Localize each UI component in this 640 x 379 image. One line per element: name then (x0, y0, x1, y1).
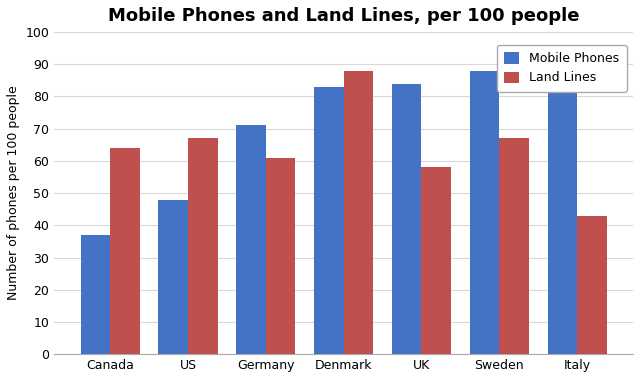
Y-axis label: Number of phones per 100 people: Number of phones per 100 people (7, 86, 20, 301)
Bar (499, 138, 529, 354)
Bar (188, 138, 218, 354)
Bar (392, 84, 422, 354)
Bar (344, 71, 373, 354)
Bar (577, 216, 607, 354)
Bar (548, 64, 577, 354)
Bar (158, 200, 188, 354)
Bar (266, 158, 296, 354)
Bar (236, 125, 266, 354)
Legend: Mobile Phones, Land Lines: Mobile Phones, Land Lines (497, 45, 627, 92)
Bar (81, 235, 110, 354)
Title: Mobile Phones and Land Lines, per 100 people: Mobile Phones and Land Lines, per 100 pe… (108, 7, 579, 25)
Bar (470, 71, 499, 354)
Bar (314, 87, 344, 354)
Bar (110, 148, 140, 354)
Bar (422, 168, 451, 354)
